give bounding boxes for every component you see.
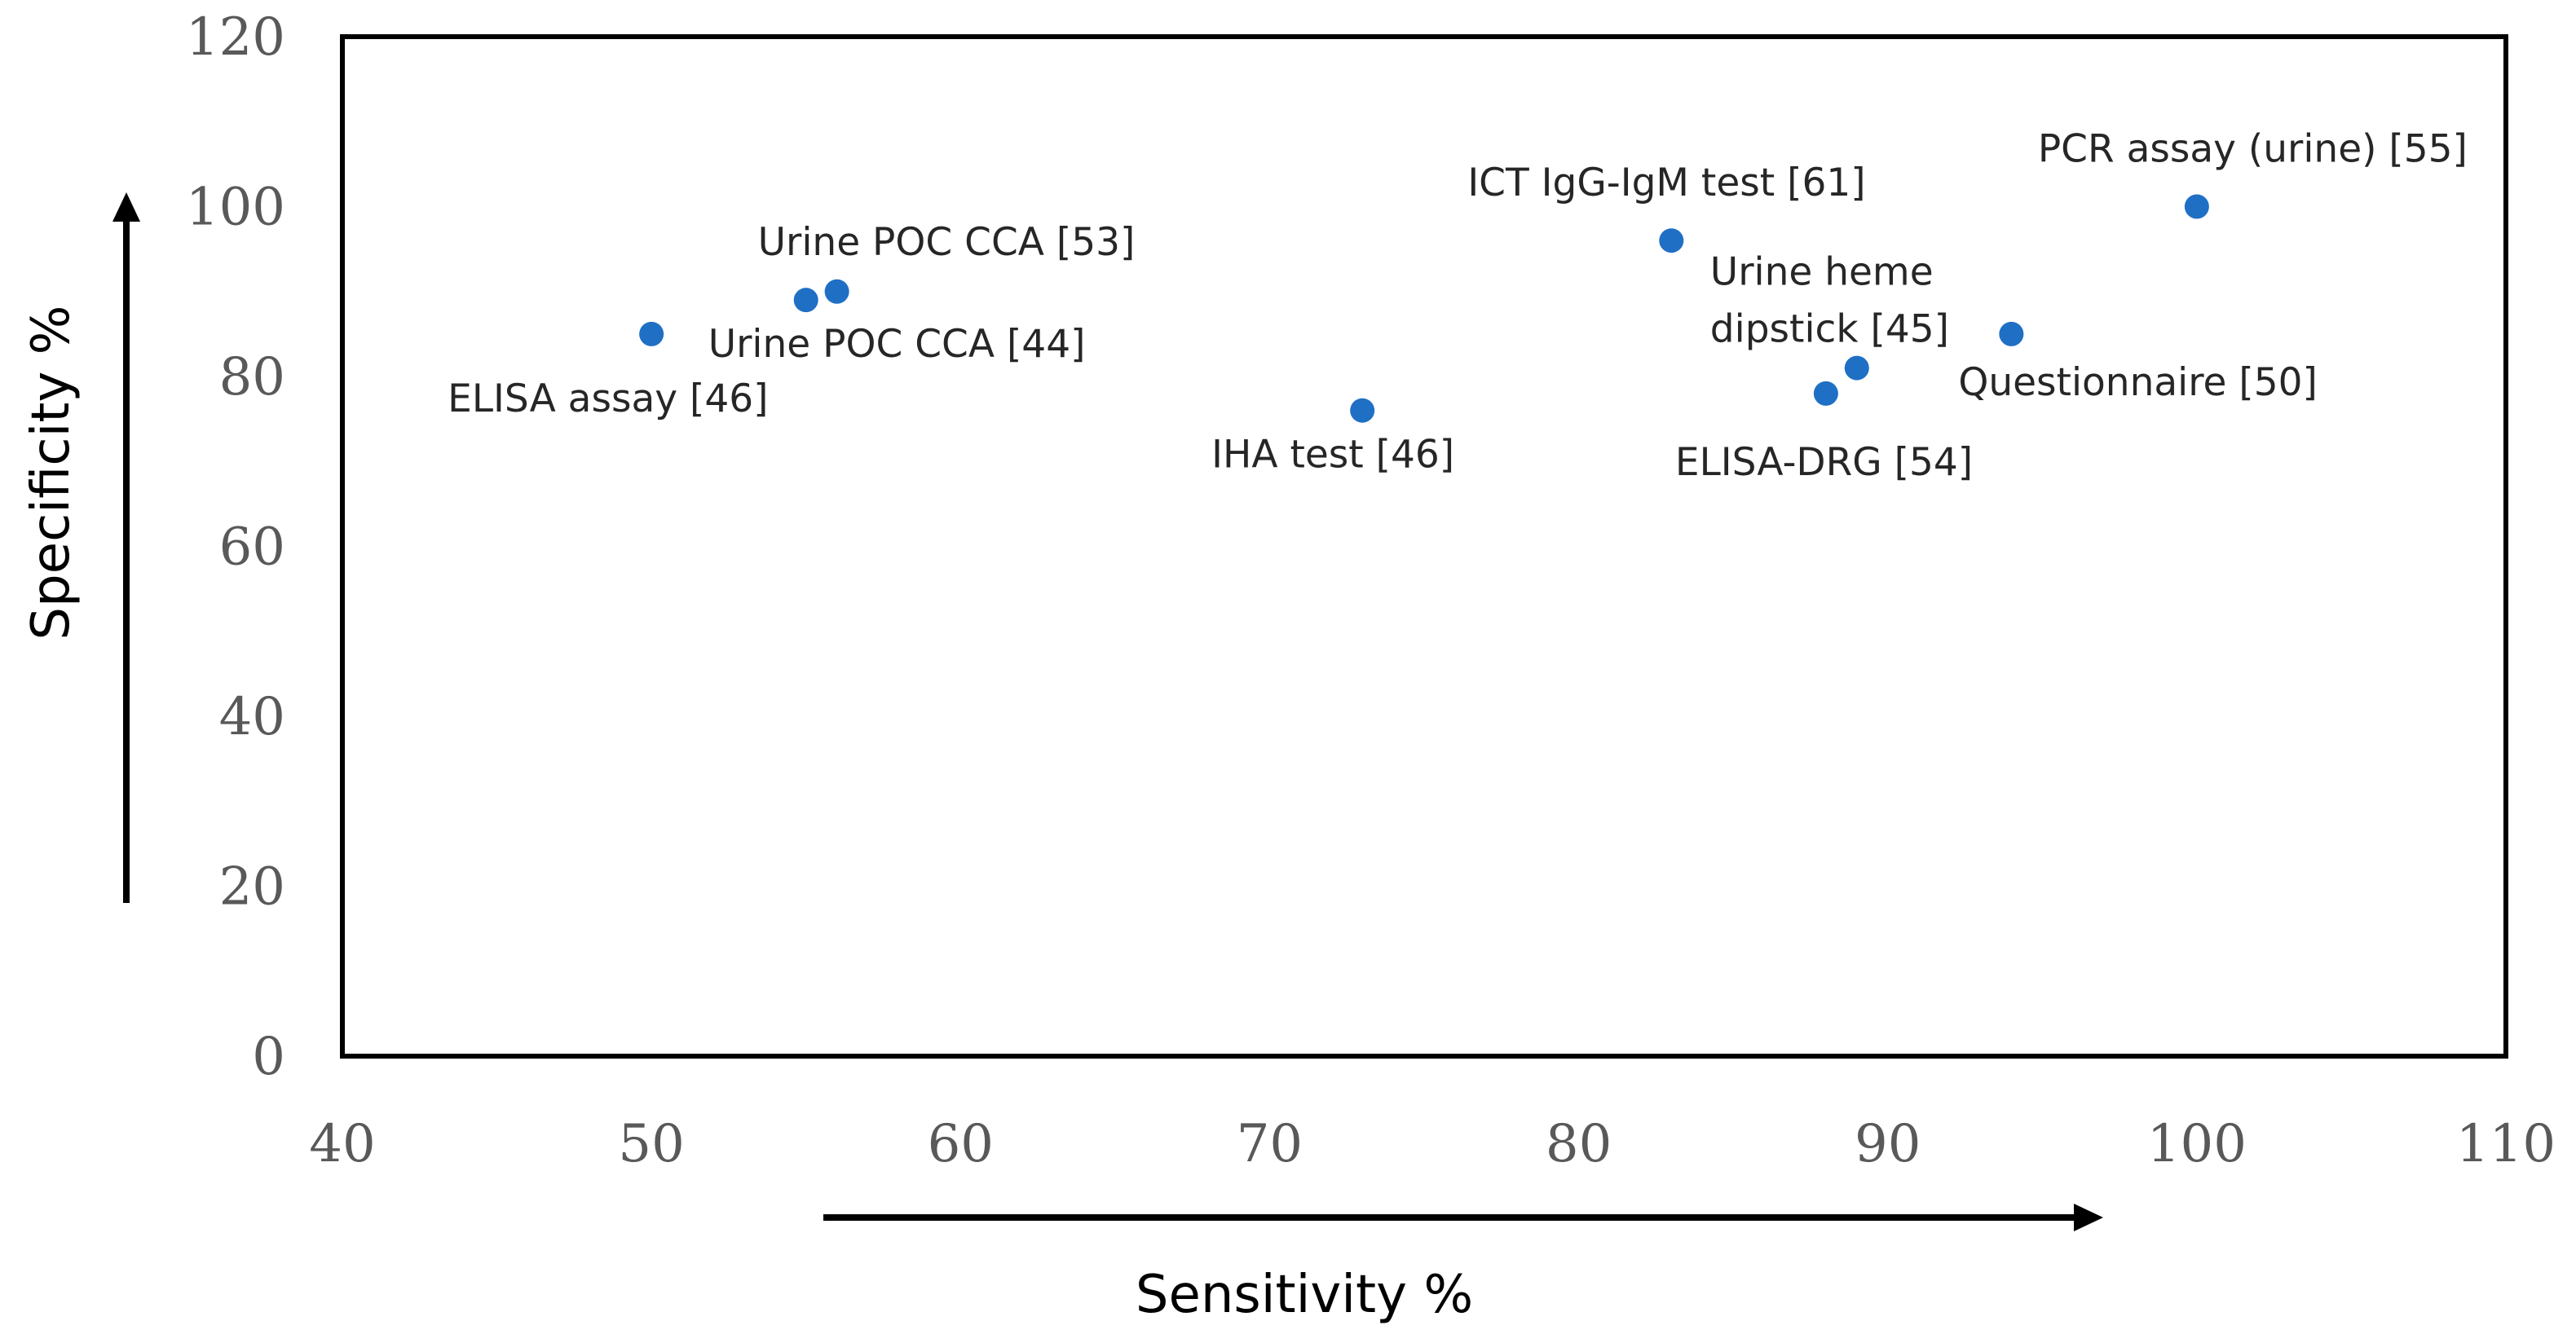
data-point — [1999, 321, 2024, 346]
x-tick-label: 70 — [1237, 1114, 1303, 1174]
x-tick-label: 90 — [1855, 1114, 1921, 1174]
point-label: IHA test [46] — [1211, 433, 1454, 478]
y-axis-title: Specificity % — [21, 306, 82, 641]
point-label: ICT IgG-IgM test [61] — [1467, 161, 1865, 205]
x-tick-label: 50 — [618, 1114, 684, 1174]
x-tick-label: 100 — [2147, 1114, 2247, 1174]
x-tick-label: 40 — [309, 1114, 375, 1174]
data-point — [639, 321, 664, 346]
point-label: Questionnaire [50] — [1958, 360, 2318, 405]
y-tick-label: 80 — [219, 347, 285, 407]
y-tick-labels: 0 20 40 60 80 100 120 — [186, 7, 285, 1087]
x-tick-label: 80 — [1546, 1114, 1612, 1174]
y-tick-label: 100 — [186, 178, 285, 238]
data-labels: ELISA assay [46] Urine POC CCA [44] Urine … — [448, 127, 2468, 485]
x-tick-labels: 40 50 60 70 80 90 100 110 — [309, 1114, 2556, 1174]
x-tick-label: 110 — [2456, 1114, 2556, 1174]
data-point — [2184, 194, 2209, 219]
point-label: Urine POC CCA [44] — [708, 322, 1086, 367]
y-tick-label: 0 — [252, 1027, 285, 1087]
plot-frame — [340, 34, 2508, 1059]
x-tick-label: 60 — [928, 1114, 994, 1174]
point-label: ELISA-DRG [54] — [1675, 440, 1973, 485]
point-label: Urine POC CCA [53] — [758, 220, 1136, 265]
data-point — [1813, 381, 1838, 406]
y-tick-label: 120 — [186, 7, 285, 68]
data-points — [639, 194, 2209, 423]
y-tick-label: 40 — [219, 687, 285, 747]
data-point — [1844, 355, 1869, 381]
data-point — [1659, 228, 1684, 253]
data-point — [793, 288, 818, 313]
y-axis-arrowhead — [112, 192, 140, 222]
x-axis-arrowhead — [2074, 1204, 2103, 1231]
point-label: ELISA assay [46] — [448, 376, 768, 421]
data-point — [824, 279, 849, 304]
y-tick-label: 60 — [219, 517, 285, 578]
y-tick-label: 20 — [219, 857, 285, 918]
x-axis-title: Sensitivity % — [1136, 1265, 1473, 1325]
point-label: Urine heme — [1710, 250, 1934, 295]
point-label: PCR assay (urine) [55] — [2038, 127, 2468, 172]
point-label: dipstick [45] — [1710, 307, 1949, 352]
data-point — [1350, 398, 1375, 423]
